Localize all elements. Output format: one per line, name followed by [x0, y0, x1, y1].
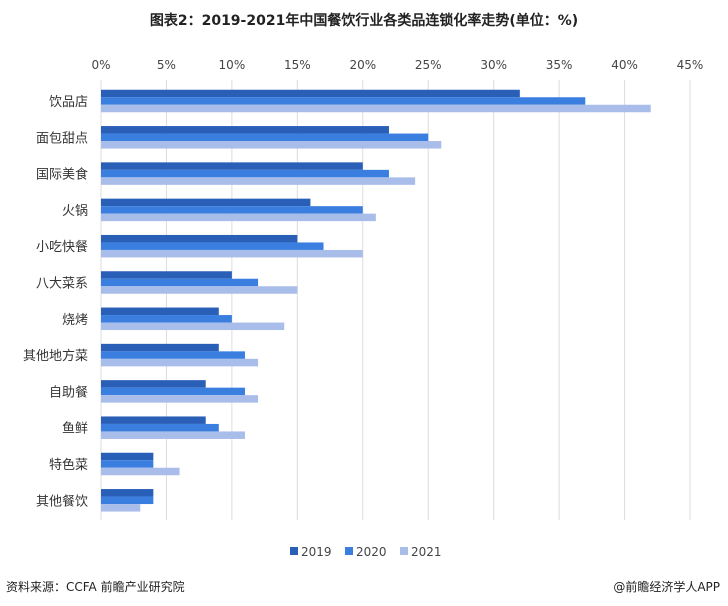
- category-label: 特色菜: [49, 457, 88, 473]
- legend-swatch-2020: [345, 547, 353, 555]
- x-tick-label: 15%: [284, 58, 311, 72]
- x-tick-label: 25%: [415, 58, 442, 72]
- category-label: 自助餐: [49, 384, 88, 400]
- x-tick-label: 10%: [219, 58, 246, 72]
- bar-2019: [101, 489, 154, 497]
- bar-2021: [101, 358, 259, 367]
- legend-label: 2019: [301, 545, 332, 559]
- category-label: 其他地方菜: [23, 348, 88, 364]
- legend-swatch-2019: [290, 547, 298, 555]
- bar-2019: [101, 343, 219, 352]
- legend-label: 2020: [356, 545, 387, 559]
- bar-2019: [101, 271, 232, 279]
- bar-2020: [101, 496, 154, 505]
- bar-2021: [101, 104, 651, 113]
- category-label: 火锅: [62, 203, 88, 219]
- bar-2021: [101, 395, 259, 403]
- x-tick-label: 40%: [611, 58, 638, 72]
- bar-2021: [101, 322, 285, 331]
- bar-2019: [101, 416, 206, 424]
- brand-note: @前瞻经济学人APP: [613, 580, 720, 594]
- category-label: 鱼鲜: [62, 421, 88, 437]
- legend-label: 2021: [411, 545, 442, 559]
- x-tick-label: 0%: [91, 58, 110, 72]
- bar-2021: [101, 177, 416, 185]
- bar-2021: [101, 249, 363, 258]
- bar-2021: [101, 286, 298, 294]
- bar-2019: [101, 126, 389, 134]
- bar-2021: [101, 504, 141, 512]
- bar-2020: [101, 169, 389, 178]
- bar-2019: [101, 234, 298, 243]
- category-label: 八大菜系: [36, 277, 88, 292]
- category-label: 国际美食: [36, 167, 88, 183]
- bar-2020: [101, 423, 219, 432]
- bar-2019: [101, 452, 154, 461]
- x-tick-label: 35%: [546, 58, 573, 72]
- source-note: 资料来源：CCFA 前瞻产业研究院: [6, 580, 185, 594]
- chart-title: 图表2：2019-2021年中国餐饮行业各类品连锁化率走势(单位：%): [149, 13, 579, 29]
- bar-2020: [101, 242, 324, 250]
- x-tick-label: 45%: [677, 58, 704, 72]
- bar-2020: [101, 315, 232, 323]
- bar-2019: [101, 380, 206, 388]
- bar-2020: [101, 278, 259, 287]
- bar-2020: [101, 133, 429, 142]
- x-tick-label: 5%: [157, 58, 176, 72]
- category-label: 烧烤: [62, 313, 88, 328]
- bar-2020: [101, 351, 245, 359]
- bar-2019: [101, 198, 311, 207]
- bar-2021: [101, 213, 376, 222]
- x-tick-label: 30%: [480, 58, 507, 72]
- x-tick-label: 20%: [349, 58, 376, 72]
- bar-2020: [101, 460, 154, 468]
- bar-2019: [101, 307, 219, 316]
- category-label: 其他餐饮: [36, 493, 88, 509]
- bar-2021: [101, 141, 442, 149]
- bar-2019: [101, 162, 363, 170]
- category-label: 饮品店: [49, 95, 88, 110]
- bar-2020: [101, 97, 586, 105]
- category-label: 面包甜点: [36, 130, 88, 146]
- bar-2020: [101, 387, 245, 396]
- bar-2019: [101, 89, 520, 98]
- bar-2021: [101, 467, 180, 476]
- bar-2020: [101, 206, 363, 214]
- bar-2021: [101, 431, 245, 439]
- category-label: 小吃快餐: [36, 239, 88, 255]
- legend-swatch-2021: [400, 547, 408, 555]
